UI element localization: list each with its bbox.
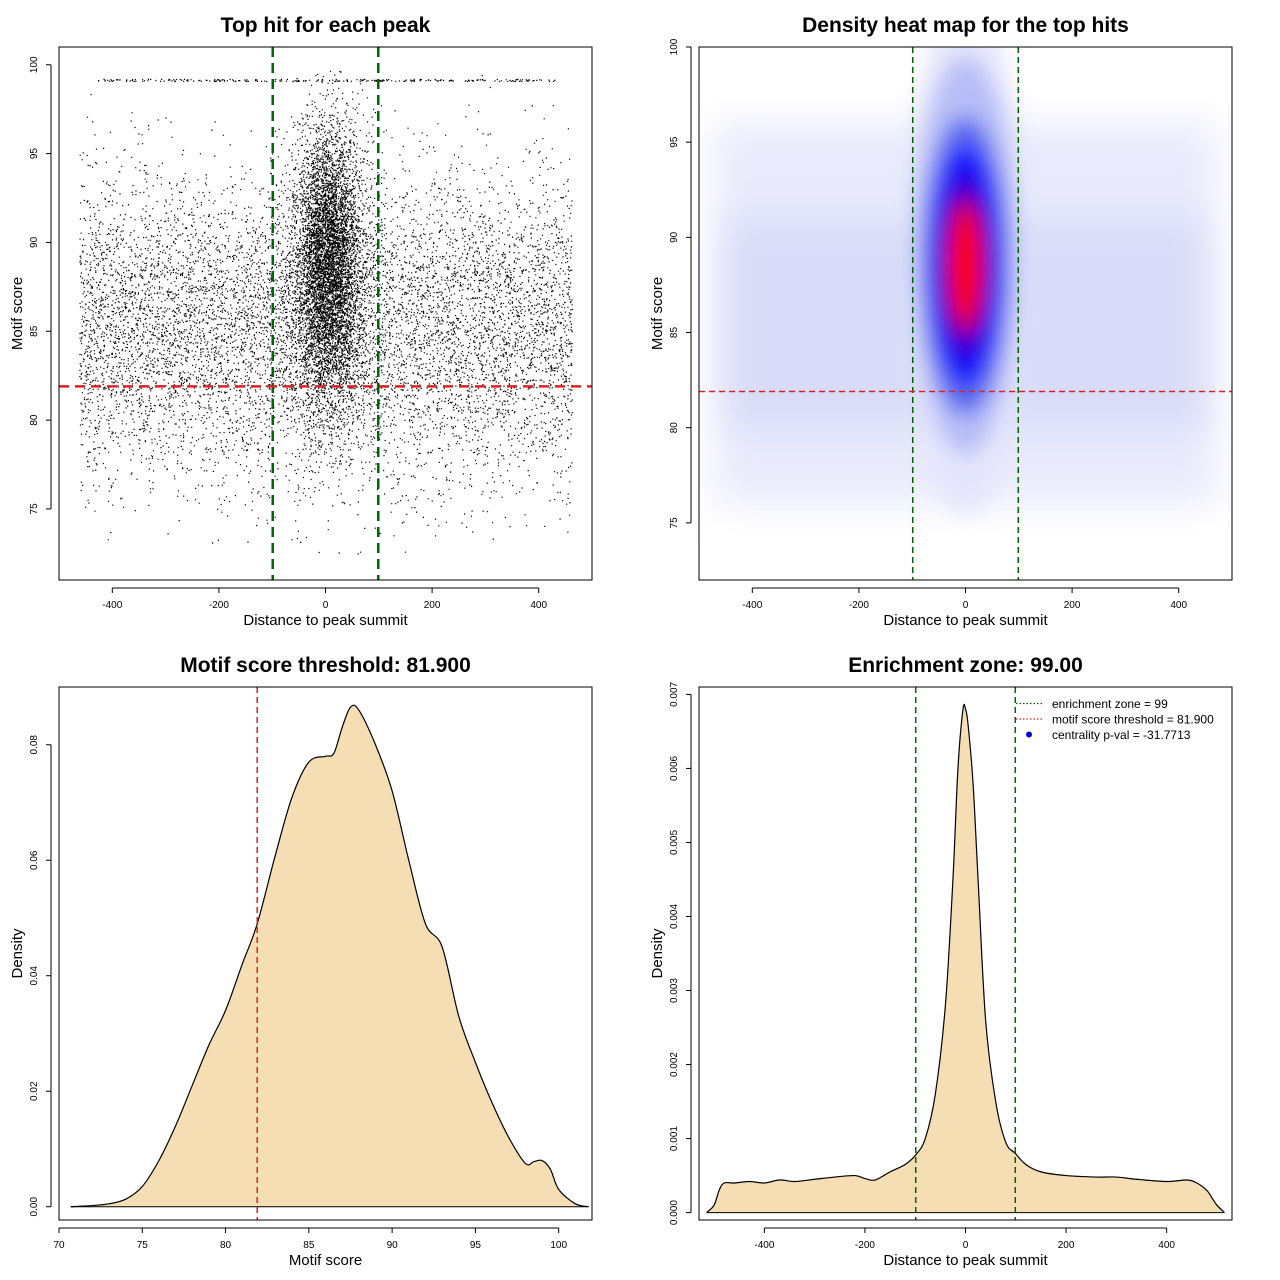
density-curve [70,704,589,1208]
density-curve [706,703,1225,1214]
plot-frame [698,686,1233,1221]
y-axis: 0.00 0.02 0.04 0.06 0.08 [29,735,52,1217]
y-tick-label: 80 [29,414,40,426]
reference-lines [699,47,1232,580]
x-axis-label: Distance to peak summit [883,1252,1048,1269]
y-axis-label: Density [9,928,26,979]
x-axis-label: Distance to peak summit [243,612,408,629]
legend-label: motif score threshold = 81.900 [1052,713,1214,727]
x-tick-label: 200 [424,600,441,611]
legend-label: enrichment zone = 99 [1052,697,1168,711]
y-tick-label: 0.06 [29,850,40,870]
density-fill [70,705,589,1207]
reference-lines [59,47,592,580]
legend-label: centrality p-val = -31.7713 [1052,728,1191,742]
y-axis-label: Motif score [649,277,666,350]
y-tick-label: 0.004 [669,904,680,929]
legend: enrichment zone = 99 motif score thresho… [1016,697,1214,742]
y-tick-label: 95 [669,136,680,148]
panel-scatter: Top hit for each peak -400 -200 0 200 400 75… [9,14,593,629]
x-axis: -400 -200 0 200 400 [102,587,547,611]
scatter-points [79,70,573,555]
x-tick-label: 400 [1158,1240,1175,1251]
x-tick-label: 400 [1170,600,1187,611]
y-axis: 75 80 85 90 95 100 [669,38,692,529]
x-tick-label: -400 [754,1240,774,1251]
density-line [706,703,1225,1214]
x-tick-label: -400 [102,600,122,611]
y-tick-label: 0.08 [29,735,40,755]
x-axis: 70 75 80 85 90 95 100 [53,1227,567,1251]
chart-title: Motif score threshold: 81.900 [180,654,471,677]
y-tick-label: 100 [669,38,680,55]
x-tick-label: 0 [323,600,329,611]
y-tick-label: 95 [29,148,40,160]
y-tick-label: 0.001 [669,1126,680,1151]
panel-score-density: Motif score threshold: 81.900 70 75 80 85 90… [9,654,593,1269]
y-tick-label: 90 [669,231,680,243]
y-tick-label: 100 [29,56,40,73]
x-tick-label: 0 [963,1240,969,1251]
y-tick-label: 0.006 [669,755,680,780]
x-tick-label: -200 [209,600,229,611]
y-tick-label: 85 [669,327,680,339]
y-tick-label: 80 [669,422,680,434]
y-tick-label: 0.007 [669,681,680,706]
y-tick-label: 0.02 [29,1081,40,1101]
y-tick-label: 0.000 [669,1200,680,1225]
x-tick-label: -200 [849,600,869,611]
chart-title: Density heat map for the top hits [802,14,1129,37]
reference-lines [914,687,1017,1220]
y-axis: 0.000 0.001 0.002 0.003 0.004 0.005 0.006 0.007 [669,681,692,1225]
y-tick-label: 85 [29,325,40,337]
legend-point [1026,731,1032,738]
panel-heatmap: Density heat map for the top hits -400 -2… [649,14,1233,629]
heatmap-area [699,47,1232,580]
y-tick-label: 0.00 [29,1197,40,1217]
y-tick-label: 0.005 [669,830,680,855]
x-axis-label: Motif score [289,1252,362,1269]
panel-distance-density: Enrichment zone: 99.00 -400 -200 0 200 400 0… [649,654,1233,1269]
y-axis: 75 80 85 90 95 100 [29,56,52,515]
density-line [70,704,589,1208]
x-tick-label: 100 [550,1240,567,1251]
x-tick-label: 90 [387,1240,399,1251]
y-tick-label: 90 [29,236,40,248]
x-tick-label: 0 [963,600,969,611]
y-tick-label: 0.04 [29,966,40,986]
y-axis-label: Density [649,928,666,979]
x-tick-label: 95 [470,1240,482,1251]
y-tick-label: 0.003 [669,978,680,1003]
chart-title: Enrichment zone: 99.00 [848,654,1083,677]
plot-frame [698,46,1233,581]
y-tick-label: 0.002 [669,1052,680,1077]
x-tick-label: -200 [855,1240,875,1251]
y-tick-label: 75 [669,517,680,529]
heatmap-hotspot [905,47,1026,516]
scatter-point-cloud [79,70,573,555]
x-tick-label: 200 [1058,1240,1075,1251]
x-tick-label: 85 [303,1240,315,1251]
x-tick-label: -400 [742,600,762,611]
plot-frame [58,686,593,1221]
y-tick-label: 75 [29,503,40,515]
density-fill [706,704,1225,1213]
x-tick-label: 400 [530,600,547,611]
y-axis-label: Motif score [9,277,26,350]
chart-title: Top hit for each peak [221,14,431,37]
x-tick-label: 200 [1064,600,1081,611]
plot-frame [58,46,593,581]
x-tick-label: 80 [220,1240,232,1251]
x-tick-label: 70 [53,1240,65,1251]
x-axis: -400 -200 0 200 400 [742,587,1187,611]
heatmap-density-layer [951,210,980,321]
x-axis: -400 -200 0 200 400 [754,1227,1175,1251]
x-tick-label: 75 [137,1240,149,1251]
x-axis-label: Distance to peak summit [883,612,1048,629]
